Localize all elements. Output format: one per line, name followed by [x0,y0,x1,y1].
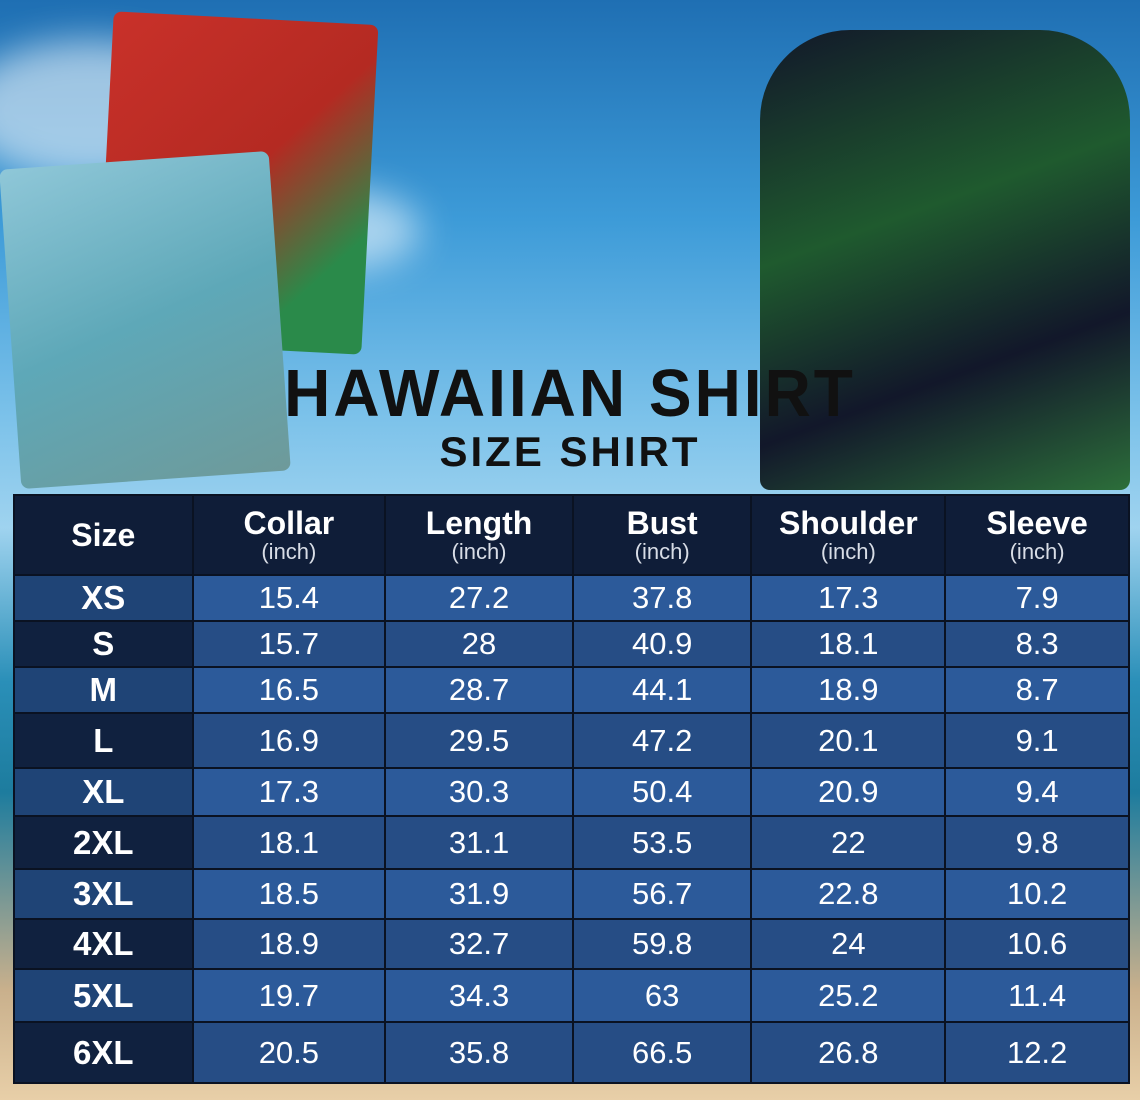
value-cell: 15.7 [191,620,387,668]
size-cell: XL [13,767,194,817]
size-cell: 6XL [13,1021,194,1084]
value-cell: 7.9 [944,574,1130,622]
column-header: Shoulder (inch) [750,494,947,576]
value-cell: 50.4 [571,767,753,817]
size-cell: XS [13,574,194,622]
value-cell: 20.9 [750,767,947,817]
header-unit: (inch) [634,539,690,564]
value-cell: 8.7 [944,666,1130,714]
value-cell: 16.5 [191,666,387,714]
value-cell: 59.8 [571,918,753,970]
value-cell: 12.2 [944,1021,1130,1084]
value-cell: 22.8 [750,868,947,920]
table-row: 6XL 20.5 35.8 66.5 26.8 12.2 [13,1021,1130,1084]
size-cell: S [13,620,194,668]
value-cell: 18.1 [750,620,947,668]
value-cell: 56.7 [571,868,753,920]
size-table: Size Collar (inch) Length (inch) Bust (inch) Sh… [13,494,1130,1084]
header-label: Shoulder [779,505,918,541]
value-cell: 18.9 [750,666,947,714]
table-row: L 16.9 29.5 47.2 20.1 9.1 [13,712,1130,769]
size-cell: 4XL [13,918,194,970]
column-header: Sleeve (inch) [944,494,1130,576]
value-cell: 17.3 [750,574,947,622]
table-row: S 15.7 28 40.9 18.1 8.3 [13,620,1130,668]
header-label: Sleeve [986,505,1088,541]
value-cell: 17.3 [191,767,387,817]
value-cell: 19.7 [191,968,387,1023]
size-cell: M [13,666,194,714]
value-cell: 37.8 [571,574,753,622]
size-cell: 2XL [13,815,194,870]
value-cell: 40.9 [571,620,753,668]
header-unit: (inch) [1009,539,1065,564]
header-label: Collar [243,505,335,541]
size-cell: 3XL [13,868,194,920]
value-cell: 25.2 [750,968,947,1023]
page-title: HAWAIIAN SHIRT [284,355,856,431]
column-header: Size [13,494,194,576]
size-cell: L [13,712,194,769]
value-cell: 47.2 [571,712,753,769]
value-cell: 9.4 [944,767,1130,817]
model-flamingo-shirt-image [760,30,1130,490]
header-label: Length [425,505,533,541]
value-cell: 26.8 [750,1021,947,1084]
column-header: Length (inch) [384,494,574,576]
value-cell: 29.5 [384,712,574,769]
value-cell: 8.3 [944,620,1130,668]
column-header: Bust (inch) [571,494,753,576]
value-cell: 20.5 [191,1021,387,1084]
value-cell: 28.7 [384,666,574,714]
value-cell: 22 [750,815,947,870]
value-cell: 63 [571,968,753,1023]
value-cell: 10.6 [944,918,1130,970]
value-cell: 11.4 [944,968,1130,1023]
value-cell: 9.1 [944,712,1130,769]
table-row: 3XL 18.5 31.9 56.7 22.8 10.2 [13,868,1130,920]
header-unit: (inch) [451,539,507,564]
value-cell: 34.3 [384,968,574,1023]
value-cell: 53.5 [571,815,753,870]
header-unit: (inch) [261,539,317,564]
table-row: 5XL 19.7 34.3 63 25.2 11.4 [13,968,1130,1023]
size-cell: 5XL [13,968,194,1023]
value-cell: 24 [750,918,947,970]
value-cell: 18.1 [191,815,387,870]
value-cell: 16.9 [191,712,387,769]
value-cell: 10.2 [944,868,1130,920]
value-cell: 18.5 [191,868,387,920]
table-row: M 16.5 28.7 44.1 18.9 8.7 [13,666,1130,714]
value-cell: 31.9 [384,868,574,920]
header-label: Size [71,517,136,553]
table-row: 4XL 18.9 32.7 59.8 24 10.6 [13,918,1130,970]
value-cell: 31.1 [384,815,574,870]
value-cell: 20.1 [750,712,947,769]
value-cell: 15.4 [191,574,387,622]
value-cell: 35.8 [384,1021,574,1084]
value-cell: 30.3 [384,767,574,817]
value-cell: 66.5 [571,1021,753,1084]
header-unit: (inch) [820,539,876,564]
table-row: XL 17.3 30.3 50.4 20.9 9.4 [13,767,1130,817]
value-cell: 9.8 [944,815,1130,870]
table-row: XS 15.4 27.2 37.8 17.3 7.9 [13,574,1130,622]
value-cell: 27.2 [384,574,574,622]
value-cell: 44.1 [571,666,753,714]
table-row: 2XL 18.1 31.1 53.5 22 9.8 [13,815,1130,870]
value-cell: 32.7 [384,918,574,970]
page-subtitle: SIZE SHIRT [439,428,701,475]
value-cell: 28 [384,620,574,668]
header-label: Bust [626,505,698,541]
value-cell: 18.9 [191,918,387,970]
header-row: Size Collar (inch) Length (inch) Bust (inch) Sh… [13,494,1130,576]
column-header: Collar (inch) [191,494,387,576]
